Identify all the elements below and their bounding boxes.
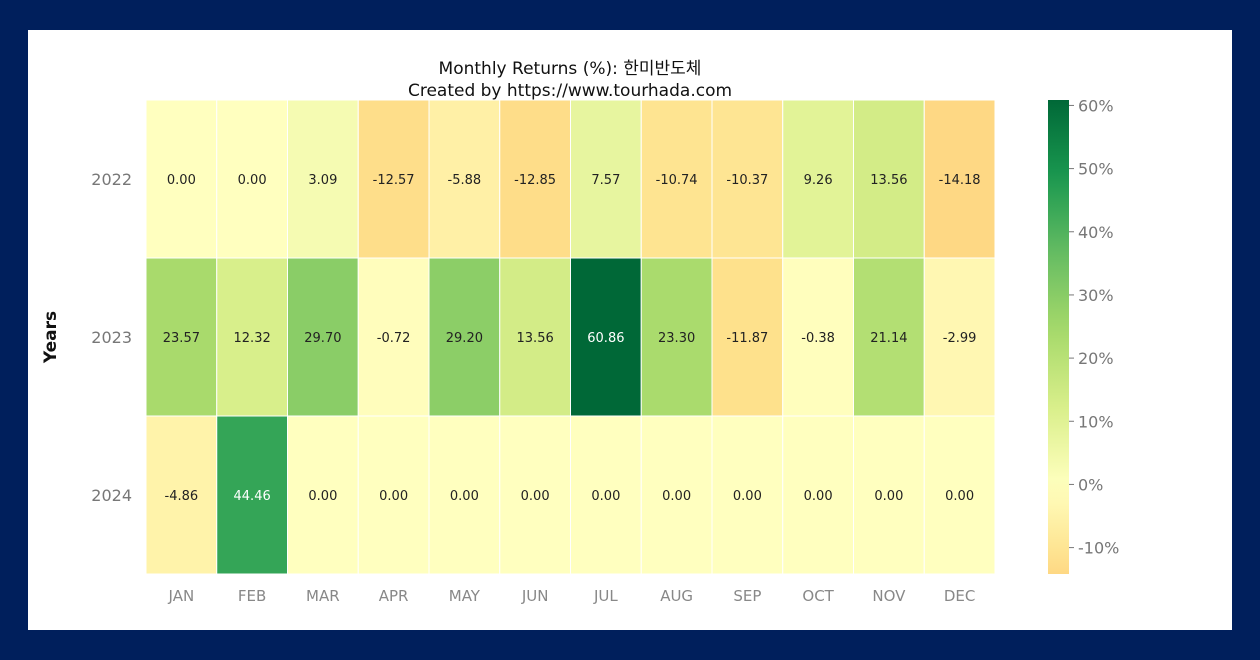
cell-value-label: 23.57: [163, 331, 200, 346]
heatmap-cell: [145, 415, 218, 575]
heatmap-cell: [145, 257, 218, 417]
heatmap-cell: [428, 99, 501, 259]
cell-value-label: 0.00: [308, 489, 337, 504]
heatmap-cell: [287, 257, 359, 417]
heatmap-cell: [570, 257, 642, 417]
cell-value-label: 0.00: [450, 489, 479, 504]
heatmap-cell: [216, 99, 288, 259]
heatmap-cell: [499, 257, 571, 417]
chart-canvas: Monthly Returns (%): 한미반도체 Created by ht…: [28, 30, 1232, 630]
heatmap-cell: [782, 99, 854, 259]
y-tick-label: 2024: [91, 486, 132, 505]
cell-value-label: 0.00: [733, 489, 762, 504]
heatmap-cell: [923, 99, 996, 259]
heatmap-cell: [782, 415, 854, 575]
heatmap-cell: [287, 99, 359, 259]
cell-value-label: 0.00: [662, 489, 691, 504]
heatmap-cell: [499, 99, 571, 259]
cell-value-label: -0.38: [801, 331, 835, 346]
cell-value-label: 12.32: [234, 331, 271, 346]
colorbar-tick-label: 50%: [1078, 160, 1114, 179]
colorbar-tick-label: 40%: [1078, 223, 1114, 242]
y-tick-label: 2022: [91, 170, 132, 189]
x-tick-label: FEB: [238, 587, 266, 605]
cell-value-label: 60.86: [587, 331, 624, 346]
cell-value-label: 0.00: [379, 489, 408, 504]
cell-value-label: 21.14: [870, 331, 907, 346]
cell-value-label: 29.70: [304, 331, 341, 346]
cell-value-label: -12.57: [373, 173, 415, 188]
colorbar-tick-label: 0%: [1078, 475, 1103, 494]
cell-value-label: 0.00: [167, 173, 196, 188]
heatmap-cell: [923, 257, 996, 417]
cell-value-label: 23.30: [658, 331, 695, 346]
cell-value-label: -5.88: [448, 173, 482, 188]
chart-subtitle: Created by https://www.tourhada.com: [408, 81, 732, 101]
x-tick-label: DEC: [944, 587, 976, 605]
colorbar: 60% 50% 40% 30% 20% 10% 0% -10%: [1048, 96, 1119, 574]
colorbar-tick-label: 10%: [1078, 412, 1114, 431]
cell-value-label: -11.87: [726, 331, 768, 346]
x-tick-label: MAY: [449, 587, 481, 605]
x-tick-labels: JAN FEB MAR APR MAY JUN JUL AUG SEP OCT NOV DEC: [168, 587, 976, 605]
heatmap-cell: [216, 257, 288, 417]
heatmap-cell: [145, 99, 218, 259]
heatmap-cell: [711, 257, 784, 417]
cell-value-label: 0.00: [521, 489, 550, 504]
cell-value-label: -2.99: [943, 331, 977, 346]
cell-value-label: -12.85: [514, 173, 556, 188]
x-tick-label: OCT: [802, 587, 834, 605]
cell-value-label: 29.20: [446, 331, 483, 346]
heatmap-cell: [640, 99, 713, 259]
heatmap-cells: [145, 99, 996, 575]
cell-value-label: 0.00: [804, 489, 833, 504]
y-tick-labels: 2022 2023 2024: [91, 170, 132, 505]
heatmap-cell: [357, 415, 430, 575]
colorbar-tick-label: 20%: [1078, 349, 1114, 368]
cell-value-label: -0.72: [377, 331, 411, 346]
cell-value-label: 7.57: [591, 173, 620, 188]
heatmap-cell: [570, 415, 642, 575]
colorbar-tick-label: -10%: [1078, 539, 1119, 558]
cell-value-label: 0.00: [238, 173, 267, 188]
x-tick-label: AUG: [660, 587, 693, 605]
colorbar-gradient: [1048, 100, 1069, 574]
x-tick-label: NOV: [872, 587, 906, 605]
cell-value-label: 44.46: [234, 489, 271, 504]
cell-value-label: 0.00: [945, 489, 974, 504]
heatmap-cell: [923, 415, 996, 575]
x-tick-label: JUL: [593, 587, 618, 605]
y-axis-label: Years: [41, 311, 61, 364]
x-tick-label: MAR: [306, 587, 340, 605]
cell-value-label: 0.00: [874, 489, 903, 504]
y-tick-label: 2023: [91, 328, 132, 347]
cell-value-label: 9.26: [804, 173, 833, 188]
cell-value-label: -4.86: [165, 489, 199, 504]
cell-value-label: 3.09: [308, 173, 337, 188]
heatmap-cell: [782, 257, 854, 417]
cell-value-label: 0.00: [591, 489, 620, 504]
heatmap-cell: [428, 257, 501, 417]
colorbar-tick-label: 30%: [1078, 286, 1114, 305]
heatmap-cell: [357, 99, 430, 259]
cell-value-label: -14.18: [939, 173, 981, 188]
x-tick-label: JUN: [521, 587, 549, 605]
x-tick-label: SEP: [733, 587, 761, 605]
x-tick-label: JAN: [168, 587, 195, 605]
heatmap-cell: [357, 257, 430, 417]
heatmap-cell: [853, 257, 925, 417]
x-tick-label: APR: [379, 587, 409, 605]
heatmap-value-labels: 0.00 0.00 3.09 -12.57 -5.88 -12.85 7.57 -10.74 -…: [163, 173, 981, 504]
cell-value-label: -10.37: [726, 173, 768, 188]
heatmap-cell: [428, 415, 501, 575]
cell-value-label: 13.56: [870, 173, 907, 188]
heatmap-cell: [640, 257, 713, 417]
monthly-returns-heatmap: Monthly Returns (%): 한미반도체 Created by ht…: [41, 59, 1119, 605]
cell-value-label: 13.56: [517, 331, 554, 346]
colorbar-tick-label: 60%: [1078, 96, 1114, 115]
chart-title: Monthly Returns (%): 한미반도체: [439, 59, 702, 79]
heatmap-cell: [853, 415, 925, 575]
cell-value-label: -10.74: [656, 173, 698, 188]
heatmap-cell: [287, 415, 359, 575]
